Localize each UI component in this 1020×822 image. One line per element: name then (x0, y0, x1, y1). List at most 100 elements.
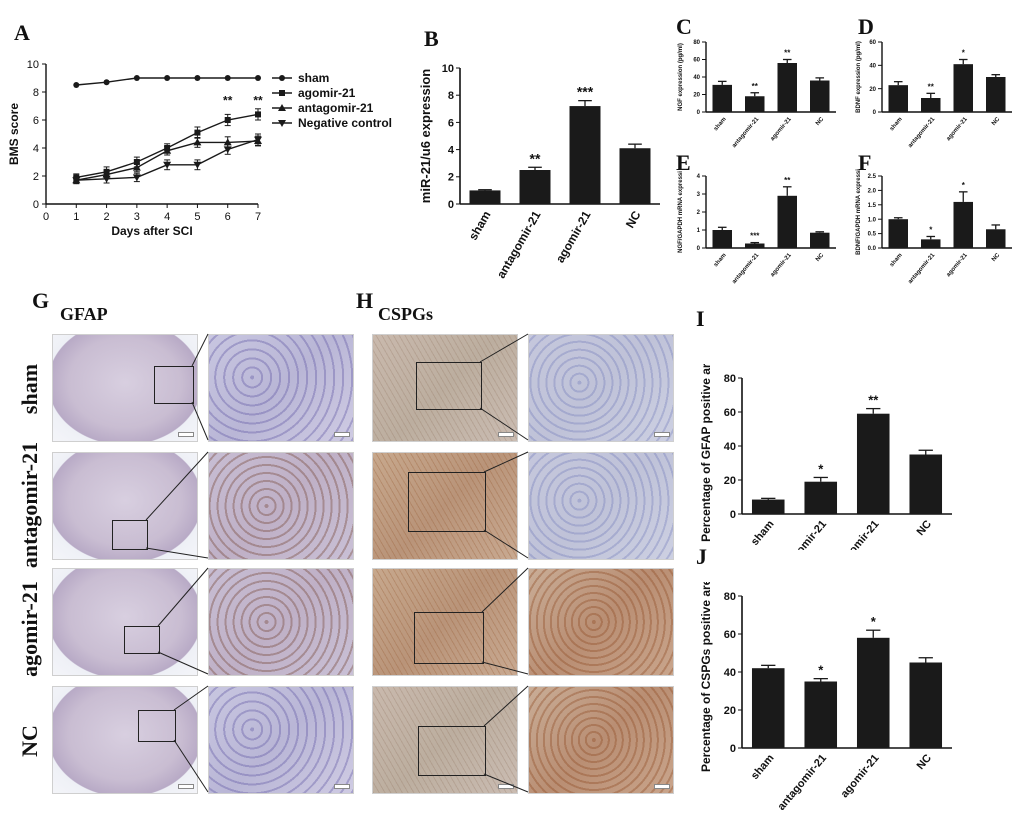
bar-NC (909, 454, 943, 514)
data-point (194, 75, 201, 81)
panel-letter-d: D (858, 14, 874, 39)
cspg-sham-high (528, 334, 674, 442)
y-tick-label: 20 (724, 475, 736, 487)
y-tick-label: 60 (693, 58, 700, 64)
legend-label: agomir-21 (298, 86, 356, 100)
x-tick-label: 2 (104, 211, 110, 223)
cspg-nc-high (528, 686, 674, 794)
gfap-agomir-high (208, 568, 354, 676)
y-tick-label: 3 (697, 192, 701, 198)
y-tick-label: 6 (448, 117, 454, 129)
scale-bar (498, 432, 514, 437)
bar-NC (810, 232, 830, 248)
y-axis-title: BDNF/GAPDH mRNA expressi (856, 169, 862, 255)
y-tick-label: 40 (693, 75, 700, 81)
data-point (223, 146, 232, 154)
y-tick-label: 60 (869, 40, 876, 46)
gfap-sham-inset-box (154, 366, 194, 404)
legend-label: antagomir-21 (298, 101, 374, 115)
chart-c-ngf-protein: 0 20 40 60 80 NGF expression (pg/ml) sham ** ant… (678, 40, 836, 149)
bar-NC (810, 80, 830, 112)
significance-marker: ** (530, 150, 541, 166)
gfap-antagomir-inset-box (112, 520, 148, 550)
bar-antagomir-21 (804, 481, 838, 514)
bar-agomir-21 (777, 63, 797, 112)
x-tick-label: sham (889, 252, 904, 268)
y-tick-label: 80 (693, 40, 700, 46)
bar-agomir-21 (777, 195, 797, 248)
row-label-nc: NC (17, 725, 42, 757)
x-tick-label: sham (713, 252, 728, 268)
data-point (103, 79, 110, 86)
chart-f-bdnf-mrna: 0.0 0.5 1.0 1.5 2.0 2.5 BDNF/GAPDH mRNA expres… (856, 169, 1012, 285)
data-point (255, 111, 261, 118)
y-tick-label: 6 (33, 115, 39, 127)
row-label-antagomir-21: antagomir-21 (17, 441, 42, 569)
bar-NC (619, 148, 651, 204)
x-tick-label: agomir-21 (946, 116, 969, 142)
y-axis-title: Percentage of CSPGs positive area (699, 582, 713, 772)
legend-label: sham (298, 71, 329, 85)
y-tick-label: 0 (448, 199, 454, 211)
y-tick-label: 20 (724, 705, 736, 717)
bar-antagomir-21 (745, 243, 765, 248)
significance-marker: ** (868, 393, 879, 408)
significance-marker: *** (577, 84, 594, 100)
bar-antagomir-21 (519, 170, 551, 204)
data-point (133, 159, 140, 165)
bar-sham (751, 499, 785, 514)
chart-d-bdnf-protein: 0 20 40 60 BDNF expression (pg/ml) sham ** anta… (856, 40, 1012, 149)
data-point (193, 161, 202, 169)
data-point (72, 177, 81, 185)
data-point (132, 163, 141, 171)
scale-bar (498, 784, 514, 789)
y-tick-label: 80 (724, 373, 736, 385)
panel-letter-e: E (676, 150, 691, 175)
data-point (254, 136, 262, 144)
x-tick-label: NC (815, 116, 826, 127)
x-tick-label: 0 (43, 211, 49, 223)
legend-marker (278, 120, 286, 127)
gfap-nc-low (52, 686, 198, 794)
significance-marker: ** (784, 49, 791, 58)
bar-agomir-21 (856, 637, 890, 748)
scale-bar (178, 784, 194, 789)
x-tick-label: antagomir-21 (731, 116, 760, 149)
x-tick-label: 1 (73, 211, 79, 223)
cspg-antagomir-inset-box (408, 472, 486, 532)
x-tick-label: NC (991, 116, 1002, 127)
significance-marker: * (871, 614, 877, 629)
y-axis-title: BMS score (7, 103, 21, 165)
gfap-agomir-low (52, 568, 198, 676)
panel-letter-j: J (696, 544, 707, 569)
legend-marker (278, 104, 286, 111)
bar-sham (469, 190, 501, 204)
bar-NC (909, 662, 943, 748)
y-tick-label: 0 (697, 246, 701, 252)
bar-agomir-21 (569, 106, 601, 204)
significance-marker: ** (253, 94, 263, 108)
gfap-agomir-inset-box (124, 626, 160, 654)
y-axis-title: NGF expression (pg/ml) (678, 43, 684, 111)
y-tick-label: 10 (442, 63, 454, 75)
y-axis-title: Percentage of GFAP positive area (699, 364, 713, 542)
bar-NC (986, 229, 1006, 248)
significance-marker: * (818, 663, 824, 678)
y-tick-label: 0 (730, 743, 736, 755)
y-tick-label: 8 (448, 90, 454, 102)
data-point (73, 82, 80, 88)
y-tick-label: 0.5 (868, 232, 877, 238)
bar-sham (888, 85, 908, 112)
cspg-antagomir-high (528, 452, 674, 560)
x-tick-label: sham (749, 752, 777, 782)
x-tick-label: agomir-21 (553, 208, 594, 265)
x-tick-label: sham (466, 209, 494, 243)
bar-agomir-21 (856, 413, 890, 514)
panel-letter-b: B (424, 26, 439, 51)
significance-marker: ** (784, 176, 791, 185)
x-tick-label: agomir-21 (839, 518, 882, 550)
y-tick-label: 40 (724, 441, 736, 453)
cspg-agomir-inset-box (414, 612, 484, 664)
panel-letter-g: G (32, 288, 50, 313)
chart-e-ngf-mrna: 0 1 2 3 4 NGF/GAPDH mRNA expressi sham *** antag… (678, 171, 836, 285)
